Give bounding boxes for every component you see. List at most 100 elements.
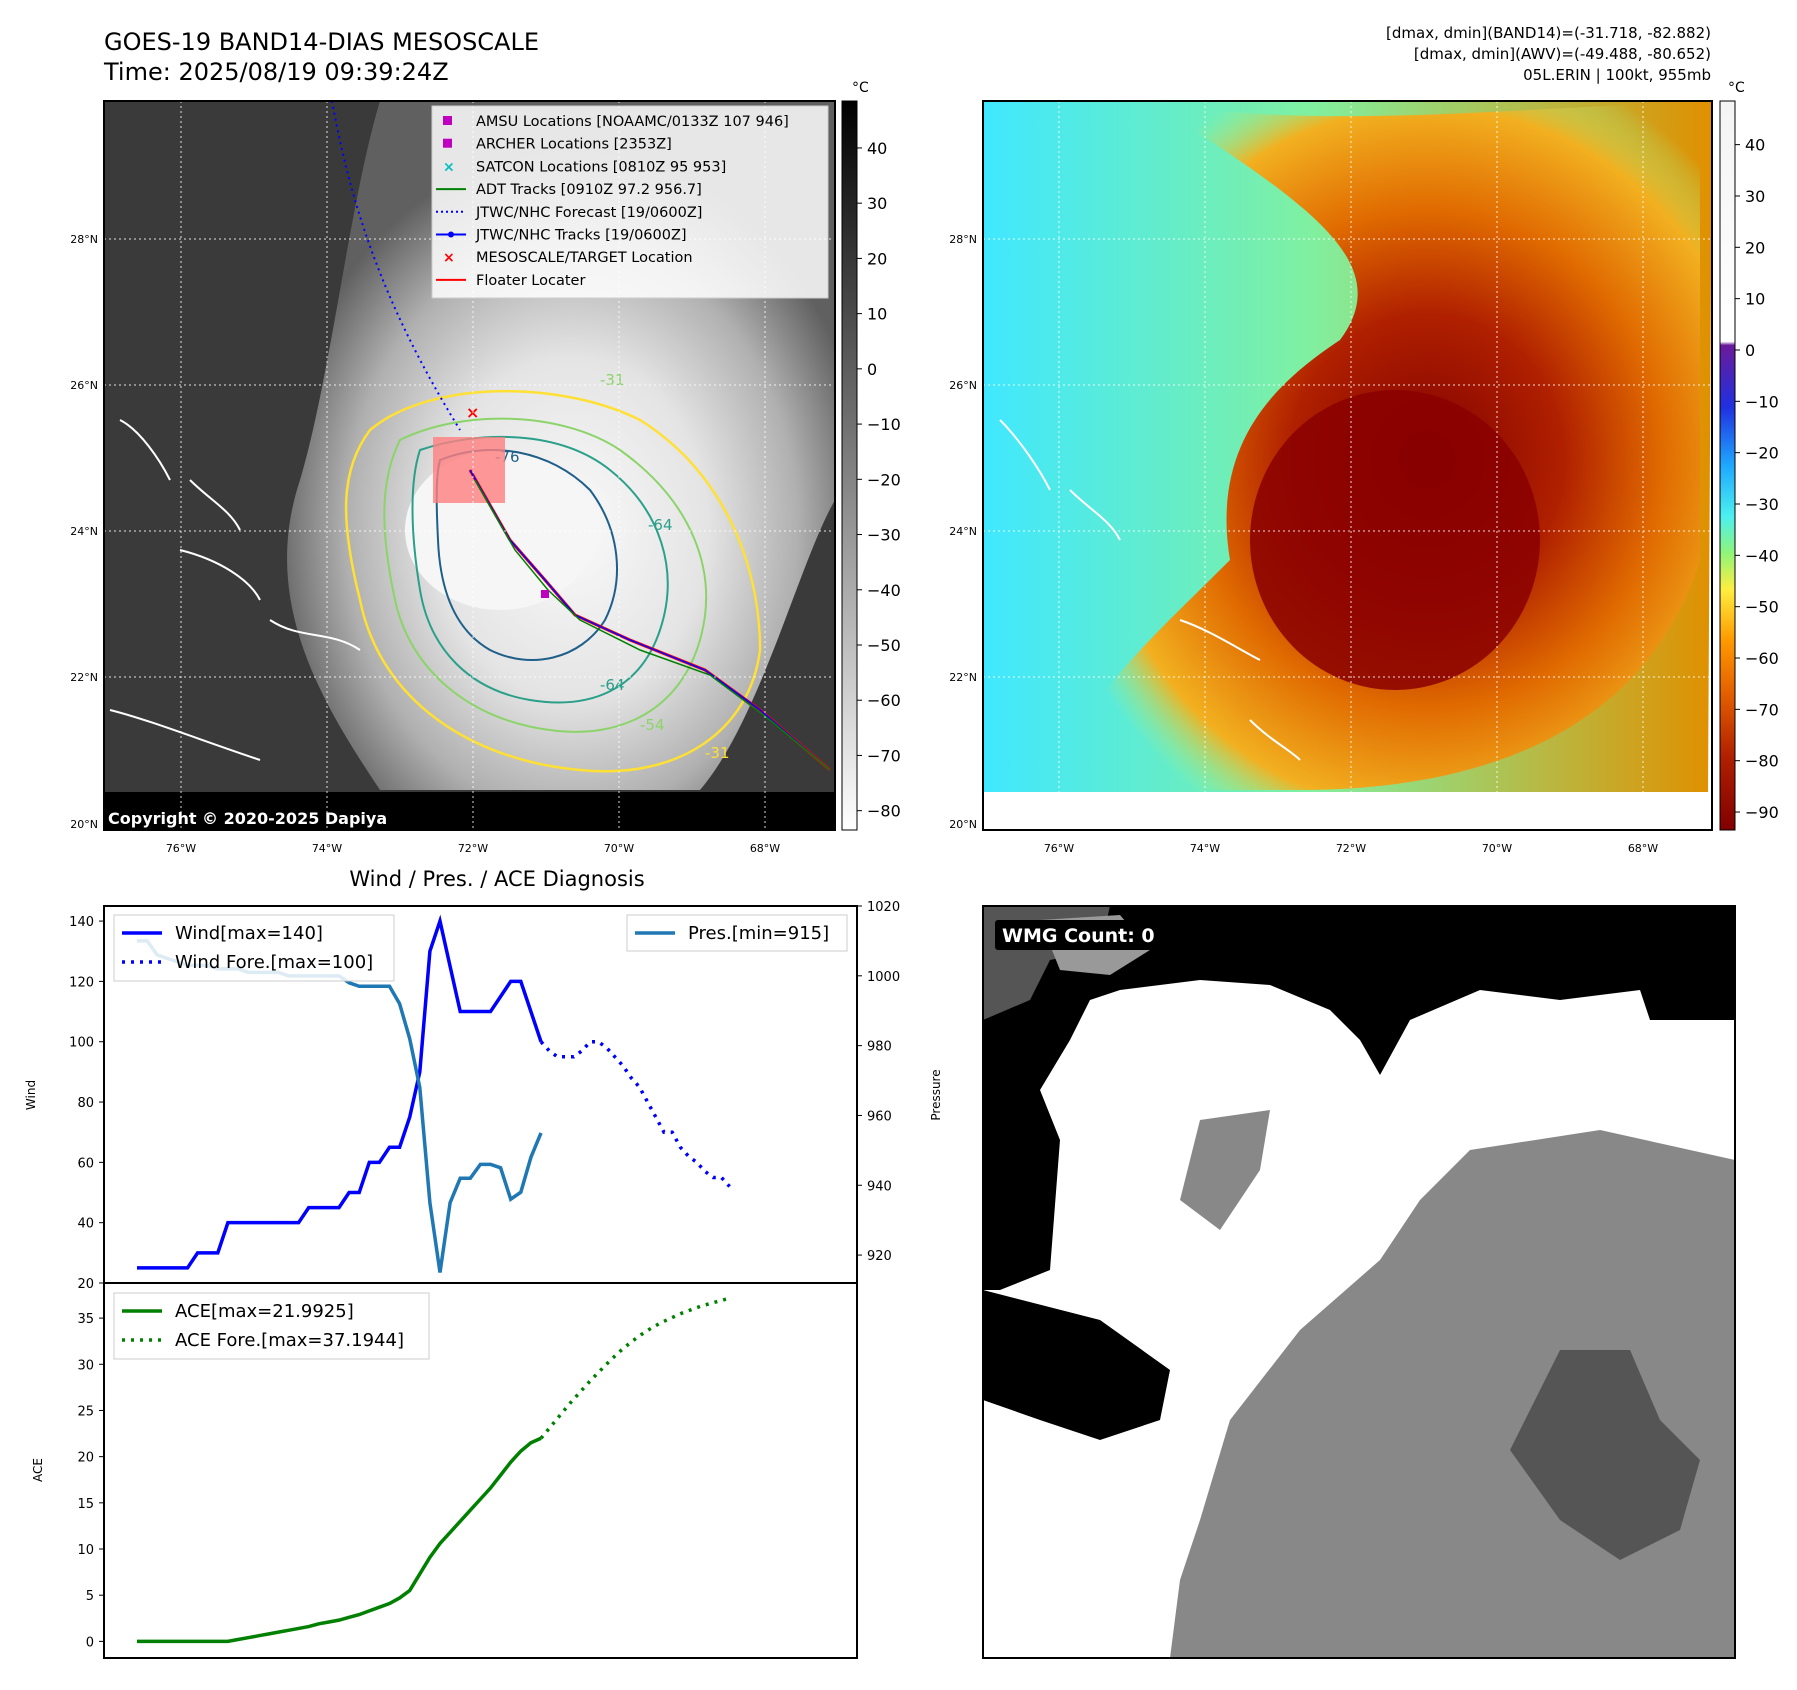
contour-lightgreen [383,417,708,733]
legend-marker [443,138,452,148]
ace-ytick-label: 10 [77,1543,94,1558]
wind-pressure-chart: 20 40 60 80 100 120 140 920 940 960 980 1000 1020 W… [24,900,943,1292]
wind-yticks: 20 40 60 80 100 120 140 [69,915,104,1292]
archer-marker [541,590,549,598]
awv-map-panel: °C 40 30 20 10 0 −10 −20 −30 −40 −50 −60 −70 −80 −90 [982,80,1779,831]
lat-label: 24°N [70,525,98,538]
awv-colorbar [1719,100,1736,831]
pressure-ytick-label: 940 [867,1179,892,1194]
lat-label: 26°N [70,379,98,392]
contour-label-5: -54 [640,716,665,734]
lon-label: 74°W [312,842,342,855]
lat-label: 28°N [70,233,98,246]
lat-label: 22°N [949,671,977,684]
lon-label: 74°W [1190,842,1220,855]
colorbar-tick-label: −20 [867,470,901,489]
pressure-ytick-label: 1000 [867,970,900,985]
ir-colorbar [841,100,858,831]
lon-label: 68°W [750,842,780,855]
contour-teal [411,435,669,704]
colorbar-tick-label: −30 [867,526,901,545]
wind-ytick-label: 60 [77,1156,94,1171]
colorbar-tick-label: 0 [867,360,877,379]
wmg-panel: WMG Count: 0 [982,905,1736,1659]
legend-marker: × [443,250,455,266]
contour-darkblue [435,449,618,661]
lat-label: 20°N [70,818,98,831]
colorbar-tick-label: 40 [867,139,887,158]
wind-legend: Wind[max=140] Wind Fore.[max=100] [113,914,395,982]
colorbar-tick-label: −60 [1745,649,1779,668]
colorbar-tick-label: 10 [867,305,887,324]
legend-marker [443,116,452,125]
figure-title: GOES-19 BAND14-DIAS MESOSCALE [104,28,539,56]
legend-entry: SATCON Locations [0810Z 95 953] [476,159,726,175]
awv-gridlines [983,101,1712,830]
awv-coastlines [999,419,1301,761]
pressure-legend-label: Pres.[min=915] [688,923,829,944]
wmg-count-label: WMG Count: 0 [1002,925,1155,947]
awv-colorbar-unit: °C [1728,80,1745,96]
lon-label: 72°W [1336,842,1366,855]
contour-label-1: -31 [600,371,625,389]
colorbar-tick-label: 40 [1745,136,1765,155]
colorbar-tick-label: −30 [1745,495,1779,514]
lat-label: 26°N [949,379,977,392]
figure-time: Time: 2025/08/19 09:39:24Z [103,58,449,86]
wind-legend-label: Wind[max=140] [175,923,323,944]
lat-label: 22°N [70,671,98,684]
legend-entry: AMSU Locations [NOAAMC/0133Z 107 946] [476,114,789,130]
ace-ytick-label: 20 [77,1451,94,1466]
wmg-dark-gray-se [1510,1350,1700,1560]
legend-marker: × [443,159,455,175]
contour-yellow [344,389,762,773]
wmg-label-box [995,920,1170,950]
wmg-gray-center [1180,1110,1270,1230]
pressure-ytick-label: 920 [867,1249,892,1264]
diagnosis-title: Wind / Pres. / ACE Diagnosis [349,867,644,891]
wind-ytick-label: 20 [77,1277,94,1292]
legend-entry: ADT Tracks [0910Z 97.2 956.7] [476,182,702,198]
pressure-legend: Pres.[min=915] [626,914,848,952]
colorbar-tick-label: −50 [867,636,901,655]
colorbar-tick-label: −80 [1745,752,1779,771]
contour-label-4: -64 [600,676,625,694]
ir-nodata-strip [104,792,835,830]
coastlines [109,419,361,761]
wind-ytick-label: 100 [69,1036,94,1051]
ace-ytick-label: 30 [77,1358,94,1373]
wind-ytick-label: 120 [69,975,94,990]
pressure-ytick-label: 960 [867,1109,892,1124]
ace-ytick-label: 15 [77,1497,94,1512]
band14-stats: [dmax, dmin](BAND14)=(-31.718, -82.882) [1386,24,1711,42]
lon-label: 76°W [1044,842,1074,855]
legend-marker [436,231,466,238]
awv-map-frame [982,100,1713,831]
wmg-black-west [983,1290,1170,1440]
wmg-frame [982,905,1736,1659]
lon-label: 68°W [1628,842,1658,855]
awv-stats: [dmax, dmin](AWV)=(-49.488, -80.652) [1414,45,1711,63]
colorbar-tick-label: −50 [1745,598,1779,617]
wind-ylabel: Wind [24,1080,38,1110]
ace-ytick-label: 35 [77,1312,94,1327]
colorbar-tick-label: 10 [1745,290,1765,309]
wind-ytick-label: 80 [77,1096,94,1111]
ace-chart: 0 5 10 15 20 25 30 35 ACE ACE[max=21.9925] ACE … [31,1282,858,1659]
ace-ytick-label: 5 [86,1589,94,1604]
wind-fore-legend-label: Wind Fore.[max=100] [175,952,373,973]
lat-label: 24°N [949,525,977,538]
pressure-ytick-label: 1020 [867,900,900,915]
pressure-yticks: 920 940 960 980 1000 1020 [857,900,900,1264]
jtwc-track [469,469,831,771]
legend-entry: JTWC/NHC Forecast [19/0600Z] [475,205,702,221]
colorbar-tick-label: −10 [867,415,901,434]
legend-entry: JTWC/NHC Tracks [19/0600Z] [475,228,687,244]
ace-ytick-label: 0 [86,1635,94,1650]
legend-box [431,105,829,299]
ir-map-frame [103,100,836,831]
colorbar-tick-label: 20 [867,249,887,268]
ace-legend-box [113,1292,430,1360]
svg-text:×: × [443,250,455,266]
